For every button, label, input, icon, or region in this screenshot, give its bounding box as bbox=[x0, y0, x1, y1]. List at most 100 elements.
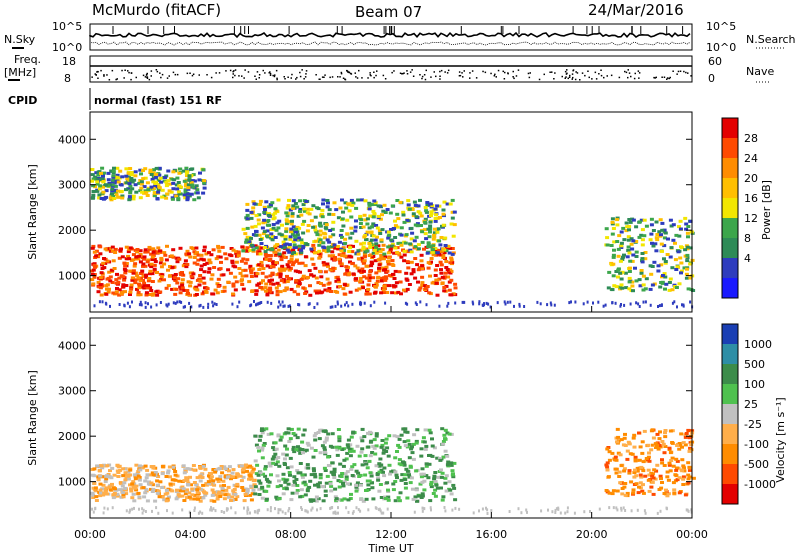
echo-cell bbox=[227, 465, 232, 469]
nave-dot bbox=[241, 75, 243, 77]
echo-cell bbox=[179, 185, 183, 189]
echo-cell bbox=[657, 437, 662, 441]
echo-cell bbox=[216, 246, 221, 250]
echo-cell bbox=[419, 496, 424, 499]
echo-cell bbox=[262, 442, 267, 445]
ground-scatter-cell bbox=[167, 302, 170, 306]
echo-cell bbox=[427, 235, 432, 239]
echo-cell bbox=[271, 455, 276, 459]
echo-cell bbox=[139, 186, 144, 190]
echo-cell bbox=[171, 187, 176, 191]
echo-cell bbox=[641, 483, 645, 487]
echo-cell bbox=[102, 491, 107, 495]
echo-cell bbox=[391, 272, 395, 276]
nave-dot bbox=[399, 72, 402, 74]
ground-scatter-cell bbox=[212, 304, 215, 308]
echo-cell bbox=[115, 177, 119, 181]
echo-cell bbox=[132, 264, 137, 268]
echo-cell bbox=[641, 491, 646, 495]
echo-cell bbox=[171, 170, 176, 174]
echo-cell bbox=[314, 239, 318, 243]
echo-cell bbox=[407, 456, 412, 460]
echo-cell bbox=[659, 233, 663, 237]
echo-cell bbox=[316, 207, 321, 211]
echo-cell bbox=[175, 495, 180, 499]
echo-cell bbox=[91, 195, 96, 199]
echo-cell bbox=[664, 282, 669, 286]
echo-cell bbox=[141, 274, 146, 278]
echo-cell bbox=[683, 248, 688, 252]
echo-cell bbox=[424, 474, 429, 478]
echo-cell bbox=[611, 489, 616, 493]
echo-cell bbox=[402, 259, 407, 263]
echo-cell bbox=[375, 226, 380, 230]
echo-cell bbox=[129, 285, 134, 289]
echo-cell bbox=[650, 265, 655, 268]
echo-cell bbox=[314, 230, 319, 234]
colorbar-frame bbox=[721, 323, 739, 505]
ground-scatter-cell bbox=[517, 507, 520, 511]
echo-cell bbox=[176, 197, 181, 201]
echo-cell bbox=[399, 433, 404, 437]
echo-cell bbox=[257, 263, 262, 267]
echo-cell bbox=[142, 281, 147, 285]
echo-cell bbox=[165, 192, 170, 196]
echo-cell bbox=[627, 218, 632, 221]
echo-cell bbox=[259, 264, 264, 268]
echo-cell bbox=[440, 471, 445, 475]
echo-cell bbox=[430, 454, 435, 458]
echo-cell bbox=[373, 238, 378, 242]
echo-cell bbox=[148, 171, 153, 174]
echo-cell bbox=[251, 479, 256, 483]
echo-cell bbox=[171, 274, 176, 278]
echo-cell bbox=[299, 248, 304, 252]
ground-scatter-cell bbox=[518, 304, 521, 308]
nave-dot bbox=[567, 77, 569, 80]
echo-cell bbox=[340, 198, 344, 202]
echo-cell bbox=[102, 257, 106, 260]
echo-cell bbox=[614, 467, 619, 471]
echo-cell bbox=[271, 223, 276, 226]
echo-cell bbox=[433, 268, 438, 272]
echo-cell bbox=[250, 290, 255, 293]
echo-cell bbox=[167, 495, 171, 499]
echo-cell bbox=[682, 469, 687, 473]
echo-cell bbox=[213, 493, 218, 497]
echo-cell bbox=[343, 237, 348, 241]
echo-cell bbox=[111, 259, 116, 263]
nave-dot bbox=[272, 74, 274, 77]
echo-cell bbox=[430, 437, 434, 441]
nave-dot bbox=[172, 71, 175, 74]
echo-cell bbox=[350, 250, 355, 254]
echo-cell bbox=[149, 265, 154, 269]
echo-cell bbox=[423, 220, 428, 224]
echo-cell bbox=[392, 434, 397, 438]
echo-cell bbox=[133, 486, 138, 490]
ground-scatter-cell bbox=[685, 508, 688, 512]
echo-cell bbox=[91, 282, 96, 286]
ground-scatter-cell bbox=[481, 507, 484, 511]
echo-cell bbox=[310, 257, 315, 261]
echo-cell bbox=[614, 285, 619, 289]
ground-scatter-cell bbox=[513, 304, 515, 308]
ground-scatter-cell bbox=[260, 301, 263, 304]
echo-cell bbox=[306, 443, 311, 447]
echo-cell bbox=[150, 178, 155, 181]
echo-cell bbox=[333, 258, 337, 262]
echo-cell bbox=[434, 248, 439, 252]
nave-dot bbox=[210, 76, 213, 79]
echo-cell bbox=[301, 433, 306, 437]
echo-cell bbox=[331, 213, 336, 216]
echo-cell bbox=[619, 277, 624, 281]
echo-cell bbox=[313, 215, 318, 219]
echo-cell bbox=[143, 264, 148, 268]
echo-cell bbox=[404, 467, 409, 471]
ground-scatter-cell bbox=[451, 508, 454, 512]
echo-cell bbox=[367, 276, 372, 280]
nave-dot bbox=[376, 70, 378, 72]
nave-dot bbox=[625, 71, 628, 74]
echo-cell bbox=[632, 445, 637, 449]
nave-label: Nave bbox=[746, 65, 774, 78]
echo-cell bbox=[152, 267, 157, 271]
nave-dot bbox=[234, 74, 236, 77]
